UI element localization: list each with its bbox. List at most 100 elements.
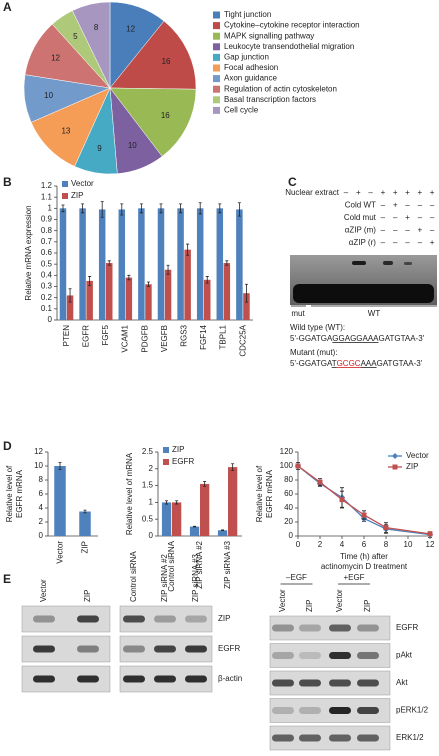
bar <box>106 263 113 320</box>
bar <box>189 526 200 536</box>
blot-band <box>357 652 379 659</box>
emsa-sign: + <box>381 188 386 197</box>
legend-label: Cytokine–cytokine receptor interaction <box>224 21 360 30</box>
blot-row-label: EGFR <box>396 623 418 632</box>
blot-band <box>299 679 321 687</box>
emsa-sign: – <box>393 238 398 247</box>
emsa-sign: – <box>430 226 435 235</box>
blot-band <box>33 615 55 623</box>
emsa-sign: + <box>430 188 435 197</box>
panel-letter: E <box>3 572 11 586</box>
blot-band <box>154 645 176 653</box>
y-tick-label: 1.2 <box>41 181 53 190</box>
error-bar <box>244 283 248 303</box>
legend-swatch <box>163 447 169 453</box>
legend-label: Leukocyte transendothelial migration <box>224 42 354 51</box>
blot-band <box>329 624 351 632</box>
y-tick-label: 2 <box>39 517 44 526</box>
y-tick-label: 1 <box>48 203 53 212</box>
shifted-band <box>352 261 366 265</box>
x-tick-label: 4 <box>340 540 345 549</box>
y-tick-label: 60 <box>284 489 293 498</box>
emsa-sign: + <box>417 188 422 197</box>
legend-label: MAPK signalling pathway <box>224 31 314 40</box>
error-bar <box>83 509 87 514</box>
x-tick-label: 2 <box>318 540 323 549</box>
x-tick-label: 12 <box>426 540 435 549</box>
y-tick-label: 0.4 <box>41 270 53 279</box>
error-bar <box>68 288 72 303</box>
legend-label: Vector <box>406 451 429 460</box>
blot-band <box>123 645 145 653</box>
bar <box>79 208 86 320</box>
error-bar <box>58 462 62 470</box>
legend-swatch <box>213 75 220 83</box>
blot-band <box>329 652 351 659</box>
bar <box>59 208 67 320</box>
legend-swatch <box>213 85 220 93</box>
line <box>297 465 431 536</box>
bar <box>223 263 231 320</box>
emsa-sign: – <box>393 213 398 222</box>
y-axis-label: Relative level of mRNA <box>125 452 134 535</box>
pie-value-label: 10 <box>128 141 137 150</box>
blot-row-label: pERK1/2 <box>396 706 429 715</box>
legend-label: Basal transcription factors <box>224 95 316 104</box>
error-bar <box>159 203 163 214</box>
emsa-row-label: αZIP (m) <box>345 226 376 235</box>
legend-marker <box>392 464 398 470</box>
y-axis-label: Relative level of <box>5 465 14 522</box>
x-tick-label: FGF14 <box>199 324 208 349</box>
pie-value-label: 13 <box>61 127 70 136</box>
sequence: 5'-GGATGATGCGCAAAGATGTAA-3' <box>290 359 423 368</box>
emsa-row-label: Nuclear extract <box>285 188 340 197</box>
emsa-row-label: αZIP (r) <box>349 238 376 247</box>
blot-band <box>77 615 99 623</box>
blot-band <box>154 675 176 683</box>
blot-band <box>123 675 145 683</box>
blot-band <box>123 615 145 623</box>
emsa-sign: – <box>418 238 423 247</box>
bar <box>79 511 91 536</box>
x-tick-label: Control siRNA <box>167 540 176 591</box>
emsa-sign: – <box>368 188 373 197</box>
lane-label: Vector <box>39 579 48 602</box>
emsa-sign: – <box>418 213 423 222</box>
emsa-sign: – <box>430 201 435 210</box>
pie-value-label: 12 <box>126 25 135 34</box>
bar <box>184 249 191 320</box>
bar <box>243 293 250 320</box>
lane-label: ZIP <box>363 600 372 612</box>
blot-row-label: EGFR <box>218 644 240 653</box>
blot-band <box>272 652 294 659</box>
y-tick-label: 0 <box>39 531 44 540</box>
blot-band <box>33 675 55 683</box>
emsa-sign: – <box>381 201 386 210</box>
pie-slice <box>109 87 197 157</box>
emsa-row-label: Cold WT <box>345 201 376 210</box>
sequence-part: AAA <box>361 359 378 368</box>
y-tick-label: 0.5 <box>41 259 53 268</box>
x-tick-label: 0 <box>296 540 301 549</box>
legend-label: ZIP <box>71 191 83 200</box>
x-tick-label: VCAM1 <box>121 324 130 352</box>
bar <box>157 208 165 320</box>
y-tick-label: 0.9 <box>41 215 53 224</box>
x-tick-label: TBPL1 <box>219 324 228 349</box>
error-bar <box>100 201 104 218</box>
error-bar <box>146 281 150 287</box>
free-probe-band <box>293 284 434 303</box>
blot-band <box>154 615 176 623</box>
emsa-sign: – <box>381 238 386 247</box>
error-bar <box>61 204 65 213</box>
x-tick-label: EGFR <box>82 325 91 347</box>
blot-band <box>357 734 379 742</box>
x-tick-label: VEGFB <box>160 325 169 352</box>
emsa-sign: – <box>381 226 386 235</box>
line-marker <box>339 497 345 503</box>
x-tick-label: FGF5 <box>101 324 110 345</box>
error-bar <box>166 264 170 275</box>
emsa-sign: + <box>405 188 410 197</box>
condition-label: +EGF <box>343 573 364 582</box>
